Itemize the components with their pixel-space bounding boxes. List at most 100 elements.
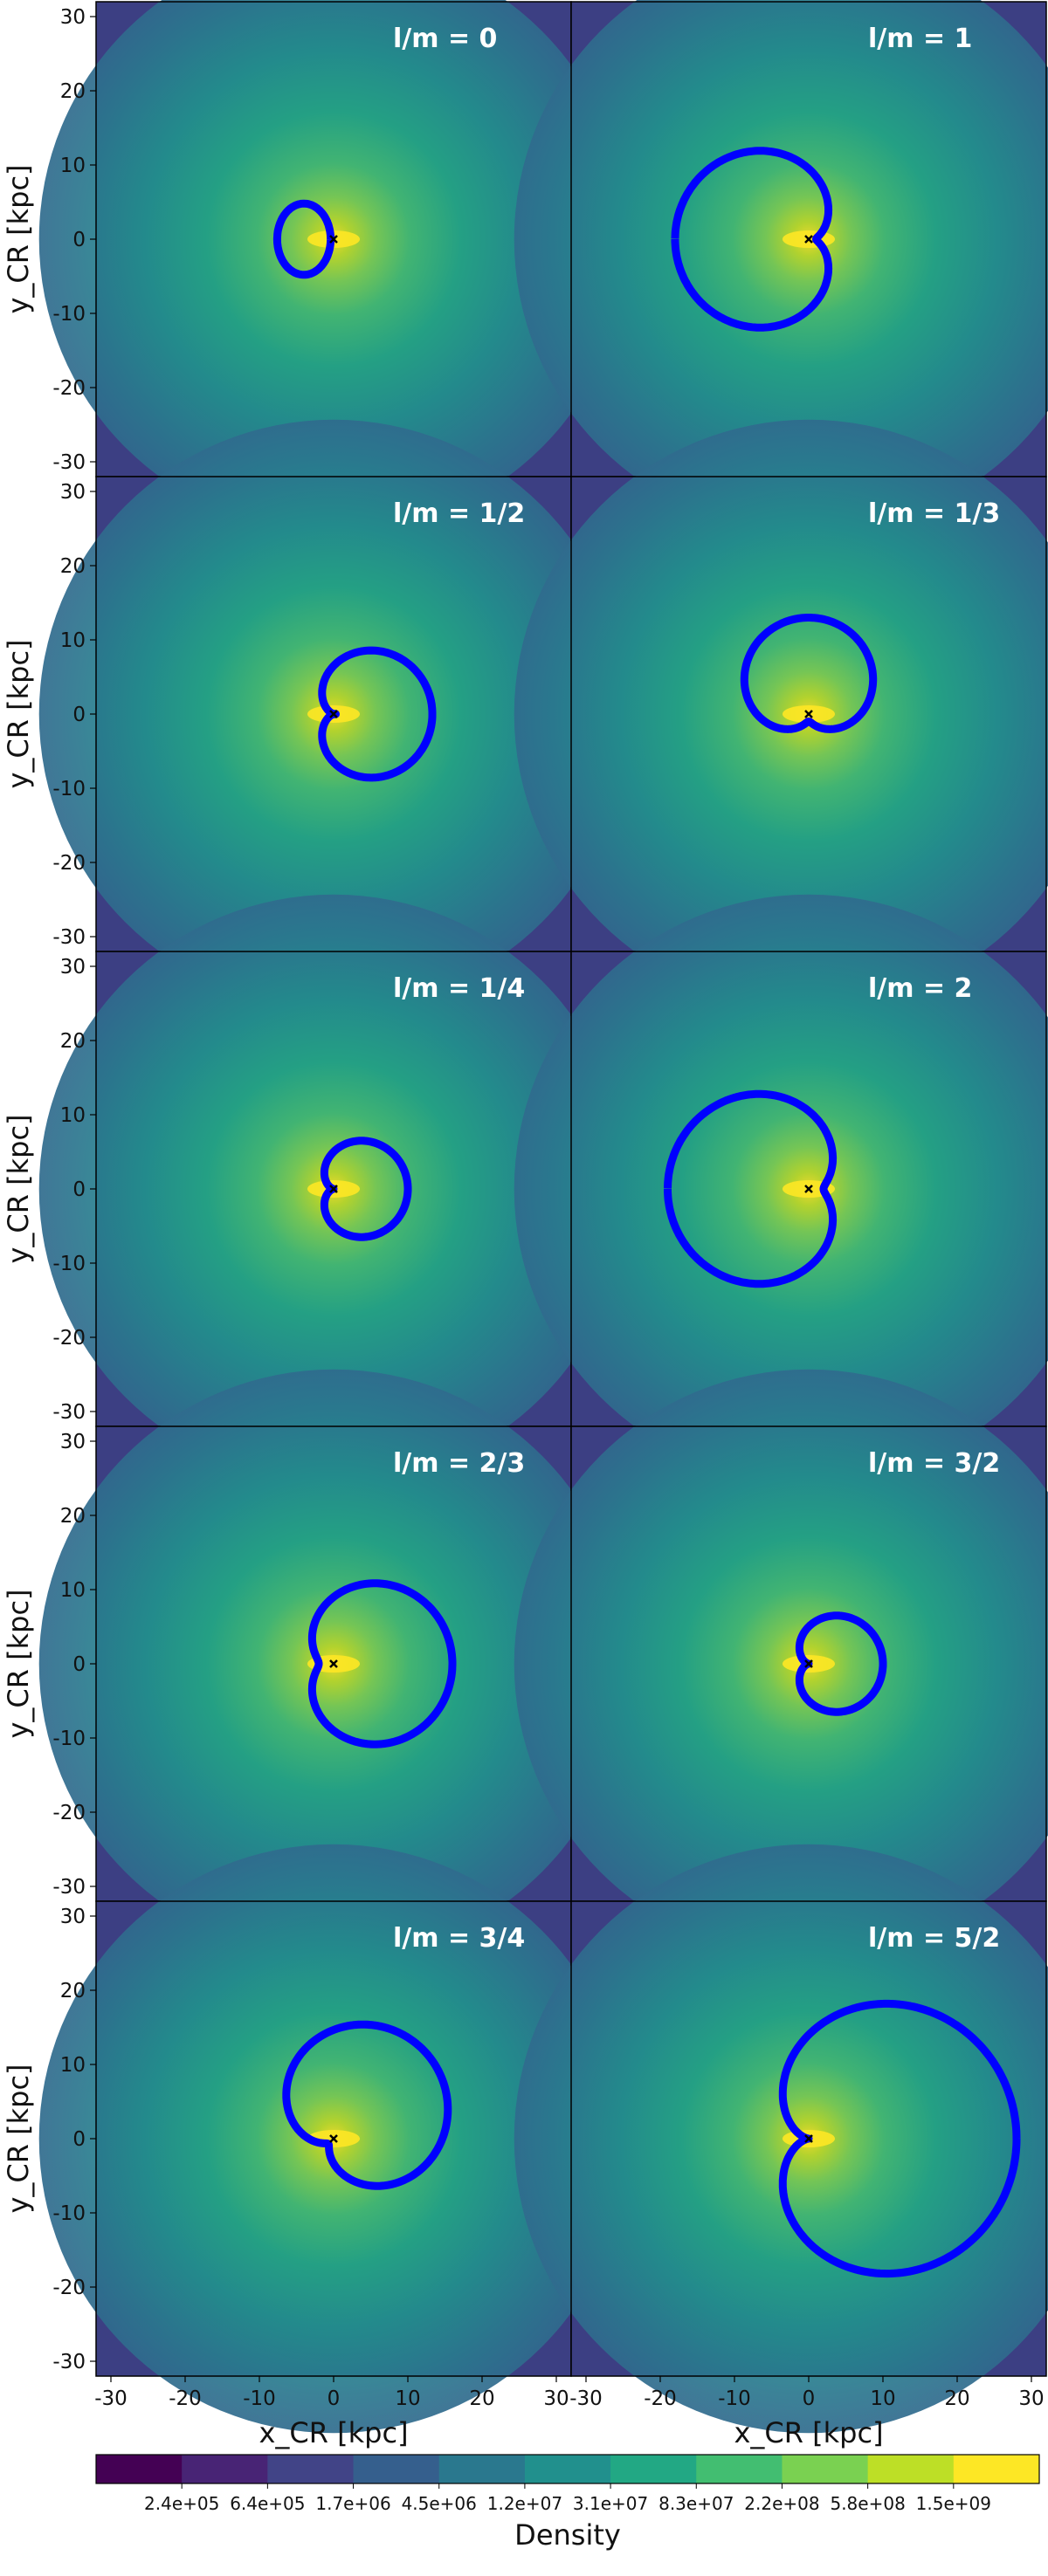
center-marker <box>804 1659 813 1668</box>
x-axis-label: x_CR [kpc] <box>734 2416 883 2449</box>
colorbar-label: Density <box>514 2518 621 2552</box>
y-axis-label: y_CR [kpc] <box>2 639 35 788</box>
y-tick-label: -20 <box>52 1327 86 1350</box>
colorbar-tick-label: 8.3e+07 <box>658 2493 734 2514</box>
y-tick-label: -30 <box>52 451 86 474</box>
y-axis-label: y_CR [kpc] <box>2 164 35 313</box>
density-field <box>514 419 1048 1009</box>
center-marker <box>329 1185 338 1193</box>
colorbar-tick-label: 5.8e+08 <box>830 2493 905 2514</box>
y-tick-label: 30 <box>60 6 86 29</box>
x-tick-label: -10 <box>243 2387 276 2410</box>
center-marker <box>804 710 813 718</box>
y-tick-label: 0 <box>72 2128 86 2151</box>
panel-title: l/m = 0 <box>393 24 497 54</box>
panel-title: l/m = 1/3 <box>868 498 1000 529</box>
y-tick-label: 30 <box>60 1431 86 1453</box>
panel: l/m = 2/3 -30 -20 -10 0 10 20 30 y_CR [kpc] <box>2 1369 629 1959</box>
panel: l/m = 1/2 -30 -20 -10 0 10 20 30 y_CR [kpc] <box>2 419 629 1009</box>
y-tick-label: -20 <box>52 377 86 400</box>
orbit-path-core <box>320 649 434 780</box>
colorbar: 2.4e+05 6.4e+05 1.7e+06 4.5e+06 1.2e+07 3.1e+… <box>95 2454 1040 2552</box>
y-tick-label: 10 <box>60 1104 86 1127</box>
y-tick-label: 0 <box>72 1653 86 1676</box>
colorbar-frame <box>95 2454 1040 2484</box>
orbit-path-core <box>275 202 333 277</box>
center-marker <box>804 2134 813 2143</box>
y-tick-label: -20 <box>52 1802 86 1824</box>
y-tick-label: 10 <box>60 629 86 652</box>
x-tick-label: 20 <box>469 2387 494 2410</box>
orbit-path-core <box>665 1092 835 1286</box>
y-tick-label: 10 <box>60 155 86 177</box>
x-tick-label: 30 <box>543 2387 569 2410</box>
y-tick-label: -10 <box>52 303 86 326</box>
panel-title: l/m = 5/2 <box>868 1923 1000 1954</box>
y-tick-label: 0 <box>72 229 86 251</box>
colorbar-tick-label: 3.1e+07 <box>573 2493 648 2514</box>
panel-title: l/m = 2/3 <box>393 1448 525 1479</box>
x-tick-label: -20 <box>644 2387 677 2410</box>
x-tick-label: 10 <box>395 2387 420 2410</box>
density-field <box>514 894 1048 1484</box>
y-tick-label: 20 <box>60 80 86 103</box>
center-marker <box>329 235 338 244</box>
y-tick-label: 0 <box>72 704 86 726</box>
y-tick-label: -20 <box>52 2277 86 2299</box>
y-tick-label: -10 <box>52 2202 86 2225</box>
orbit-path-core <box>310 1581 454 1747</box>
orbit-path-core <box>781 2002 1019 2276</box>
panel: l/m = 2 <box>514 894 1048 1484</box>
colorbar-segment <box>696 2455 783 2483</box>
colorbar-segment <box>953 2455 1040 2483</box>
center-marker <box>804 1185 813 1193</box>
x-tick-label: -30 <box>569 2387 603 2410</box>
colorbar-segment <box>782 2455 869 2483</box>
y-tick-label: -30 <box>52 926 86 949</box>
colorbar-segment <box>182 2455 268 2483</box>
y-tick-label: -10 <box>52 778 86 800</box>
orbit-path-core <box>797 1613 885 1714</box>
colorbar-segment <box>610 2455 697 2483</box>
y-axis-label: y_CR [kpc] <box>2 1114 35 1263</box>
center-marker <box>329 1659 338 1668</box>
y-tick-label: 0 <box>72 1178 86 1201</box>
orbit-path-core <box>284 2023 450 2188</box>
y-tick-label: -30 <box>52 1401 86 1424</box>
y-tick-label: 10 <box>60 2054 86 2077</box>
panel: l/m = 3/2 <box>514 1369 1048 1959</box>
x-tick-label: 30 <box>1018 2387 1044 2410</box>
y-tick-label: 20 <box>60 555 86 578</box>
center-marker <box>804 235 813 244</box>
panel-title: l/m = 1 <box>868 24 972 54</box>
panel-grid: l/m = 0 -30 -20 -10 0 10 20 30 y_CR [kpc] l/m = 1… <box>2 0 1048 2449</box>
orbit-path-core <box>742 615 875 732</box>
center-marker <box>329 710 338 718</box>
y-tick-label: 20 <box>60 1030 86 1053</box>
colorbar-segment <box>524 2455 611 2483</box>
panel: l/m = 5/2 -30 -20 -10 0 10 20 30 x_CR [kpc] <box>514 1844 1048 2449</box>
x-tick-label: 0 <box>803 2387 816 2410</box>
panel-title: l/m = 3/2 <box>868 1448 1000 1479</box>
y-tick-label: 30 <box>60 1906 86 1928</box>
panel: l/m = 1 <box>514 0 1048 534</box>
x-tick-label: -30 <box>94 2387 128 2410</box>
x-axis-label: x_CR [kpc] <box>259 2416 408 2449</box>
colorbar-segment <box>353 2455 440 2483</box>
density-field <box>38 0 629 534</box>
colorbar-tick-label: 4.5e+06 <box>402 2493 477 2514</box>
panel: l/m = 1/3 <box>514 419 1048 1009</box>
colorbar-segment <box>438 2455 526 2483</box>
y-tick-label: -10 <box>52 1728 86 1750</box>
y-tick-label: 20 <box>60 1980 86 2002</box>
density-field <box>514 0 1048 534</box>
panel-title: l/m = 1/4 <box>393 973 525 1004</box>
y-tick-label: -30 <box>52 1876 86 1899</box>
x-tick-label: -10 <box>718 2387 751 2410</box>
colorbar-tick-label: 1.2e+07 <box>487 2493 562 2514</box>
y-tick-label: -10 <box>52 1253 86 1275</box>
x-tick-label: 10 <box>870 2387 895 2410</box>
orbit-path-core <box>673 148 831 330</box>
colorbar-segment <box>96 2455 183 2483</box>
